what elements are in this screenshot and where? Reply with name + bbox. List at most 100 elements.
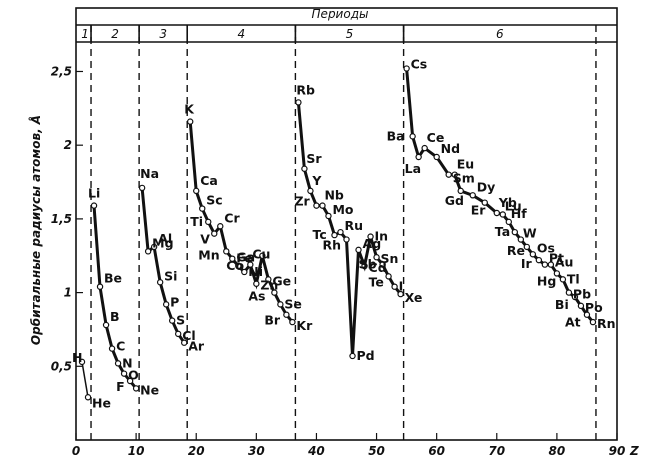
label-Sm: Sm (453, 171, 475, 186)
point-Al (150, 243, 158, 251)
point-Cs (403, 65, 410, 72)
label-Cr: Cr (224, 210, 240, 225)
point-Ru (337, 228, 344, 236)
point-Sb (379, 261, 386, 268)
label-I: I (399, 279, 404, 294)
point-Bi (571, 293, 579, 301)
x-axis-label: Z (629, 444, 639, 458)
point-P (162, 301, 170, 308)
point-Pt (541, 261, 549, 268)
point-O (120, 370, 128, 377)
point-S (168, 317, 176, 324)
point-He (84, 394, 92, 401)
label-Yb: Yb (498, 195, 517, 210)
label-Ga: Ga (236, 250, 255, 265)
period-label-6: 6 (496, 27, 504, 41)
point-Sm (445, 171, 452, 178)
x-tick-label: 20 (188, 444, 205, 458)
label-Ag: Ag (363, 236, 382, 251)
label-Nb: Nb (324, 188, 343, 203)
point-Ne (132, 385, 140, 392)
label-Cs: Cs (411, 57, 428, 72)
label-Ni: Ni (248, 264, 263, 279)
x-tick-label: 90 (609, 444, 626, 458)
point-Sr (301, 165, 308, 172)
point-Ga (259, 252, 266, 259)
label-Sc: Sc (206, 193, 222, 208)
point-Rh (343, 236, 350, 243)
point-Ar (180, 339, 188, 346)
point-Be (96, 283, 104, 290)
label-Rn: Rn (597, 316, 616, 331)
label-Ca: Ca (200, 173, 218, 188)
point-Te (385, 273, 392, 280)
label-F: F (116, 379, 125, 394)
point-Zr (313, 202, 320, 209)
period-label-3: 3 (159, 27, 167, 41)
label-P: P (170, 294, 179, 309)
point-Ca (193, 187, 200, 195)
label-In: In (375, 229, 389, 244)
label-B: B (110, 309, 120, 324)
label-Re: Re (507, 243, 525, 258)
period-label-2: 2 (111, 27, 119, 41)
label-Ir: Ir (521, 256, 533, 271)
label-Te: Te (369, 274, 384, 289)
point-Ta (511, 228, 519, 236)
label-Sn: Sn (381, 251, 399, 266)
point-Ti (205, 218, 212, 226)
label-W: W (523, 226, 537, 241)
point-Er (481, 199, 488, 206)
label-Er: Er (471, 203, 487, 218)
plot-border (75, 7, 618, 441)
point-Sn (373, 254, 380, 261)
point-Pb (565, 289, 573, 296)
point-Dy (469, 192, 476, 199)
label-Fe: Fe (236, 251, 253, 266)
point-Gd (457, 187, 464, 195)
label-As: As (248, 289, 265, 304)
label-Pb: Pb (573, 287, 591, 302)
point-Y (307, 187, 314, 195)
point-Yb (493, 209, 500, 217)
point-Os (529, 251, 537, 258)
label-H: H (72, 350, 82, 365)
y-tick-label: 2,5 (51, 64, 72, 78)
label-Li: Li (88, 186, 100, 201)
label-Xe: Xe (405, 290, 423, 305)
period-label-1: 1 (81, 27, 89, 41)
label-Ti: Ti (190, 214, 203, 229)
point-Hg (553, 270, 561, 277)
label-Zn: Zn (260, 278, 278, 293)
point-Sc (199, 205, 206, 212)
label-Tl: Tl (567, 271, 580, 286)
label-Lu: Lu (505, 198, 522, 213)
point-Pd (349, 352, 356, 360)
label-Ru: Ru (344, 218, 363, 233)
point-Zn (253, 280, 260, 287)
point-Na (138, 184, 146, 192)
point-V (211, 230, 218, 237)
point-Cl (174, 330, 182, 338)
point-At (583, 311, 591, 318)
point-Ce (421, 144, 428, 152)
label-Os: Os (537, 240, 555, 255)
label-Nd: Nd (441, 141, 460, 156)
point-N (114, 360, 122, 367)
point-Au (547, 261, 555, 268)
y-tick-label: 0,5 (51, 359, 72, 373)
label-Sb: Sb (359, 257, 377, 272)
period-dividers: 1 2 3 4 5 6 (81, 25, 597, 440)
x-tick-label: 50 (368, 444, 385, 458)
point-H (78, 358, 86, 366)
point-Eu (451, 171, 458, 178)
label-Ge: Ge (272, 273, 291, 288)
point-Ge (265, 276, 272, 283)
label-Mo: Mo (332, 202, 353, 217)
label-Pd: Pd (357, 348, 375, 363)
label-Bi: Bi (555, 297, 569, 312)
label-Po: Po (585, 300, 603, 315)
point-I (391, 283, 398, 290)
